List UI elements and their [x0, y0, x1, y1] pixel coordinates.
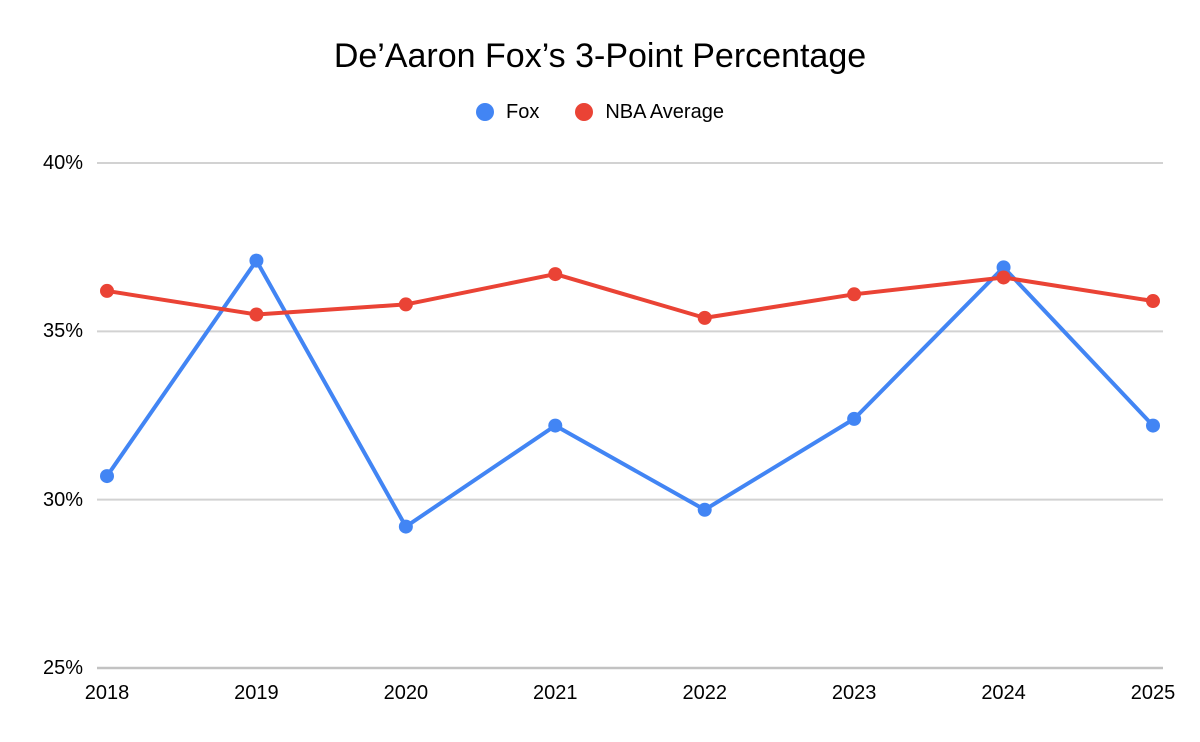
x-tick-label-2024: 2024: [981, 682, 1026, 704]
x-tick-label-2020: 2020: [383, 682, 429, 704]
x-tick-label-2022: 2022: [682, 682, 727, 704]
x-tick-label-2019: 2019: [234, 682, 279, 704]
y-tick-label-30: 30%: [42, 488, 83, 511]
data-point-fox-2024: [996, 260, 1011, 275]
data-point-fox-2018: [100, 469, 114, 484]
data-point-fox-2025: [1146, 418, 1160, 433]
x-tick-label-2025: 2025: [1130, 682, 1176, 704]
legend-label: NBA Average: [605, 101, 724, 123]
data-point-nba-average-2018: [100, 283, 114, 298]
data-point-nba-average-2019: [249, 307, 264, 322]
data-point-nba-average-2022: [697, 310, 712, 325]
y-tick-label-40: 40%: [42, 152, 83, 174]
data-point-fox-2019: [249, 253, 264, 268]
legend-label: Fox: [506, 101, 540, 123]
x-tick-label-2018: 2018: [84, 682, 130, 704]
series-line-fox: [105, 258, 1155, 529]
legend-item-fox: Fox: [476, 100, 539, 124]
data-point-fox-2023: [847, 411, 862, 426]
chart-legend: Fox NBA Average: [0, 100, 1200, 124]
legend-swatch-circle-icon: [575, 103, 594, 121]
x-tick-label-2023: 2023: [831, 682, 877, 704]
y-tick-label-35: 35%: [42, 320, 83, 343]
data-point-fox-2020: [398, 519, 413, 534]
data-point-nba-average-2024: [996, 270, 1011, 285]
data-point-nba-average-2025: [1146, 294, 1160, 309]
data-point-nba-average-2021: [548, 267, 563, 282]
series-line-nba-average: [105, 272, 1155, 320]
data-point-nba-average-2023: [847, 287, 862, 302]
data-point-fox-2022: [697, 502, 712, 517]
legend-swatch-circle-icon: [476, 103, 495, 121]
data-point-fox-2021: [548, 418, 563, 433]
chart-title: De’Aaron Fox’s 3-Point Percentage: [333, 37, 867, 75]
data-point-nba-average-2020: [398, 297, 413, 312]
y-tick-label-25: 25%: [42, 657, 83, 679]
legend-item-nba-average: NBA Average: [575, 100, 724, 124]
x-tick-label-2021: 2021: [533, 682, 578, 704]
